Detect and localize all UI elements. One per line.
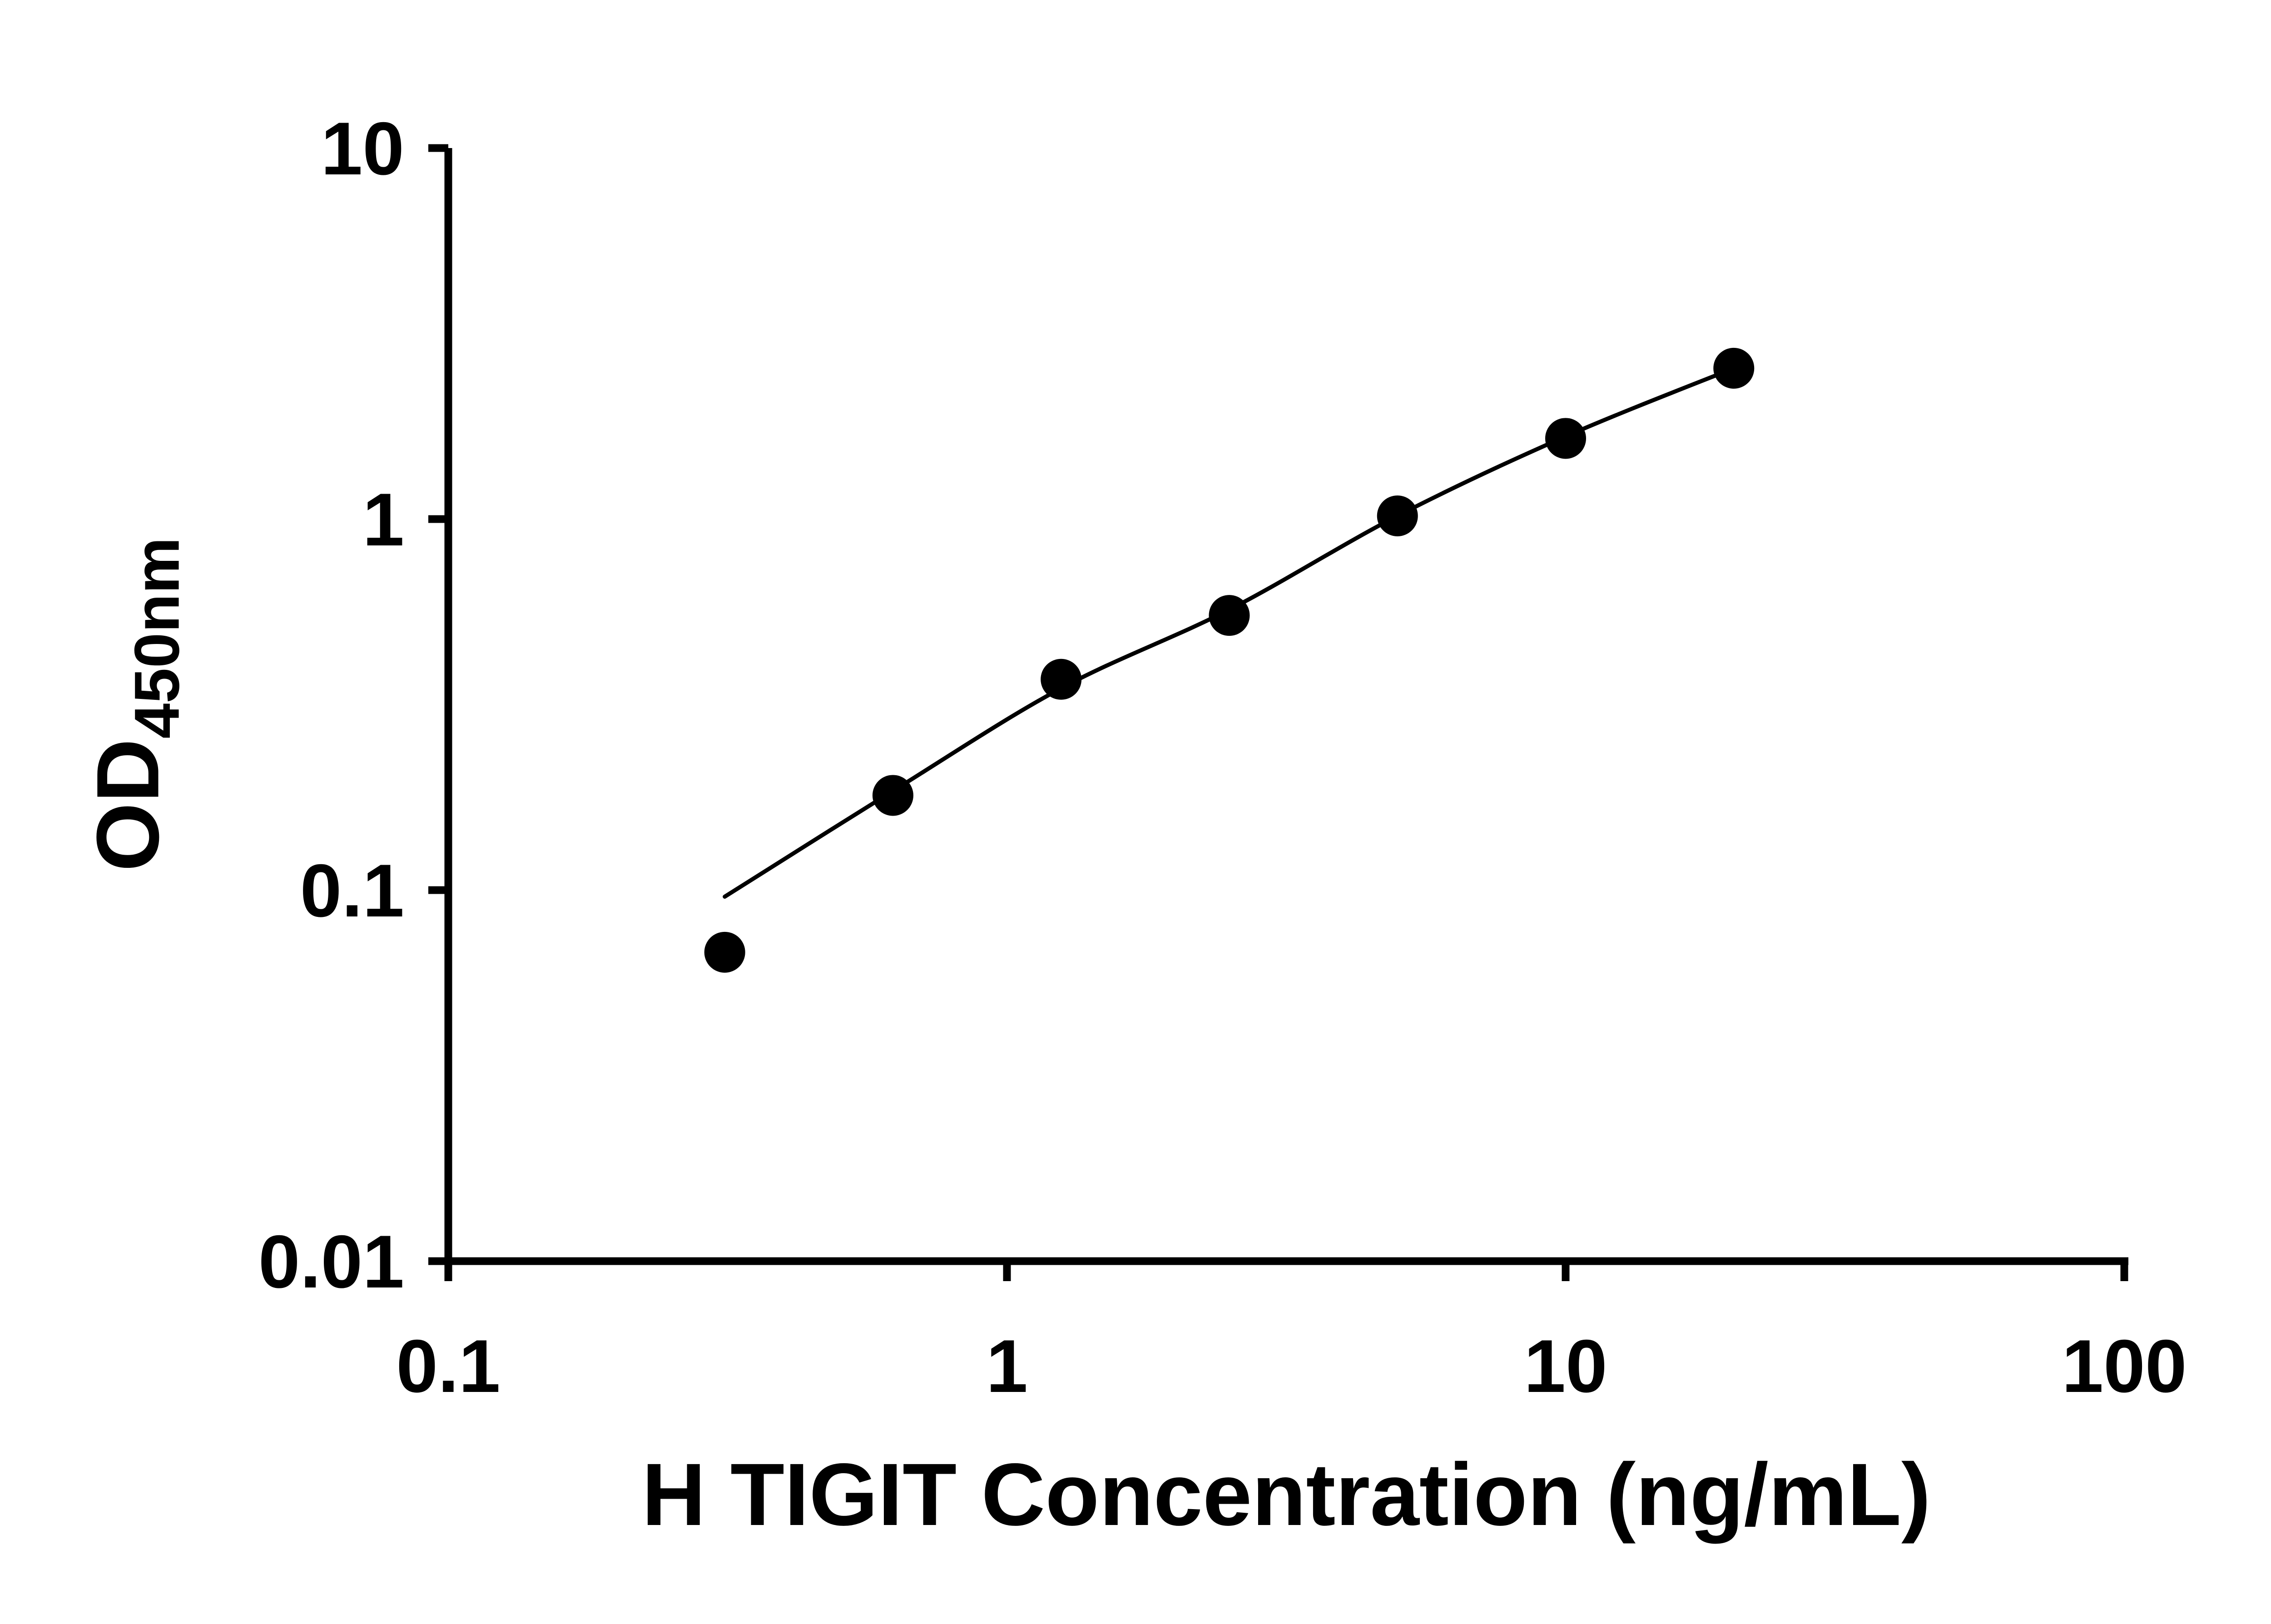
data-point <box>1041 659 1082 700</box>
y-axis-title-subscript: 450nm <box>121 537 193 739</box>
data-point <box>872 775 913 816</box>
y-tick-label: 1 <box>362 478 404 561</box>
x-tick-label: 10 <box>1524 1324 1607 1408</box>
y-axis-title: OD450nm <box>79 537 193 871</box>
data-point <box>1377 495 1418 536</box>
data-point <box>704 931 745 973</box>
data-point <box>1545 418 1586 459</box>
x-axis-title: H TIGIT Concentration (ng/mL) <box>641 1445 1931 1544</box>
y-tick-label: 0.01 <box>258 1220 404 1303</box>
x-tick-label: 1 <box>986 1324 1028 1408</box>
x-tick-label: 100 <box>2062 1324 2187 1408</box>
data-point <box>1713 347 1755 389</box>
y-tick-label: 10 <box>321 107 404 190</box>
x-tick-label: 0.1 <box>396 1324 500 1408</box>
data-point <box>1209 595 1250 636</box>
y-tick-label: 0.1 <box>300 849 404 932</box>
y-axis-title-text: OD <box>78 738 178 872</box>
